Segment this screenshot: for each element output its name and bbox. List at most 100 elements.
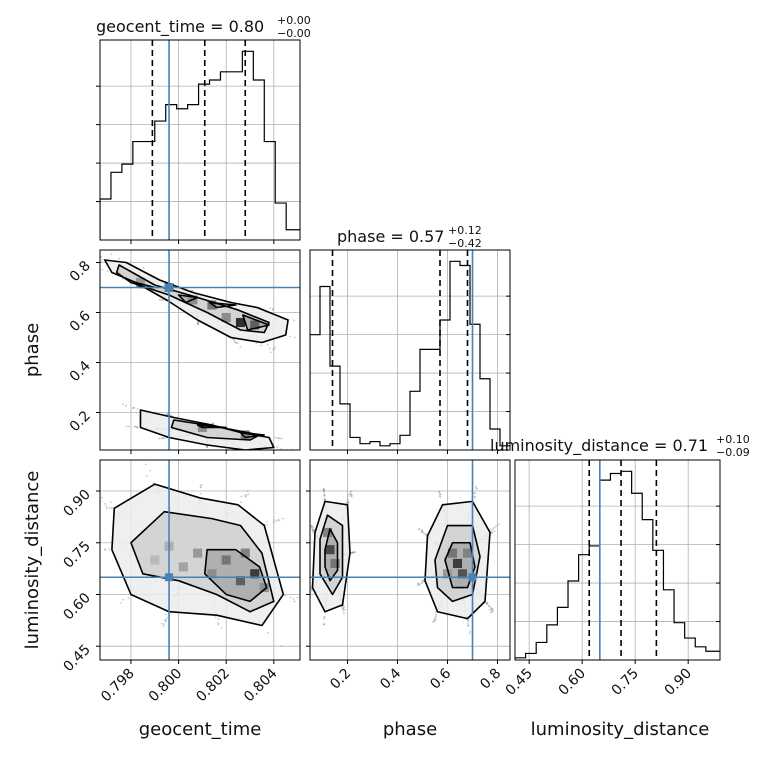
panel-phase-vs-luminosity-distance-sample-0-158 — [323, 618, 325, 620]
hist-phase-bin-3 — [340, 404, 350, 450]
panel-geocent-time-vs-luminosity-distance-sample-0-43 — [199, 493, 202, 495]
panel-geocent-time-vs-phase-contour-inner-5 — [239, 431, 266, 439]
panel-phase-vs-luminosity-distance-sample-0-213 — [349, 490, 352, 493]
panel-geocent-time-vs-phase-truth-marker — [165, 283, 174, 292]
hist-luminosity-distance-bin-8 — [600, 480, 611, 660]
hist-phase-bin-8 — [390, 444, 400, 450]
hist-geocent-time-bin-1 — [111, 172, 122, 240]
panel-geocent-time-vs-luminosity-distance-sample-0-238 — [293, 600, 296, 603]
panel-geocent-time-vs-luminosity-distance-sample-0-178 — [96, 547, 98, 549]
panel-geocent-time-vs-luminosity-distance-border — [99, 459, 301, 661]
panel-geocent-time-vs-phase-sample-1-182 — [246, 451, 248, 453]
hist-phase — [309, 249, 511, 454]
panel-geocent-time-vs-luminosity-distance-sample-0-118 — [93, 499, 95, 501]
panel-phase-vs-luminosity-distance-sample-1-237 — [489, 606, 492, 609]
panel-geocent-time-vs-luminosity-distance-sample-0-156 — [280, 644, 283, 647]
panel-geocent-time-vs-luminosity-distance-density-cell-4 — [193, 548, 203, 558]
panel-phase-vs-luminosity-distance-sample-1-248 — [435, 611, 437, 614]
hist-luminosity-distance: 0.45 0.60 0.75 0.90 — [503, 459, 721, 699]
panel-phase-vs-luminosity-distance-sample-1-184 — [420, 529, 423, 532]
panel-geocent-time-vs-phase-sample-0-58 — [160, 298, 162, 301]
panel-phase-vs-luminosity-distance-sample-1-239 — [439, 493, 442, 496]
panel-geocent-time-vs-luminosity-distance-sample-0-241 — [103, 548, 106, 551]
panel-geocent-time-vs-phase-sample-1-75 — [247, 452, 249, 454]
hist-luminosity-distance-bin-17 — [695, 647, 706, 660]
panel-phase-vs-luminosity-distance-sample-1-230 — [422, 579, 425, 582]
panel-geocent-time-vs-luminosity-distance-sample-0-21 — [110, 506, 113, 509]
hist-geocent-time-bin-13 — [242, 51, 253, 240]
panel-geocent-time-vs-phase-density-cell-1 — [221, 312, 231, 323]
hist-phase-step — [310, 260, 510, 450]
panel-geocent-time-vs-luminosity-distance-sample-0-142 — [247, 493, 250, 496]
title-geocent-time-minus: −0.00 — [277, 27, 311, 40]
title-phase-plus: +0.12 — [448, 224, 482, 237]
panel-phase-vs-luminosity-distance-sample-1-83 — [416, 582, 419, 585]
panel-geocent-time-vs-luminosity-distance-xtick-label-1: 0.800 — [146, 666, 186, 706]
x-axis-label-luminosity-distance: luminosity_distance — [531, 719, 710, 740]
panel-phase-vs-luminosity-distance-sample-0-216 — [323, 616, 326, 619]
hist-luminosity-distance-bin-9 — [610, 474, 621, 660]
panel-phase-vs-luminosity-distance-xtick-label-2: 0.6 — [427, 665, 454, 692]
panel-geocent-time-vs-phase-border — [99, 249, 301, 451]
panel-phase-vs-luminosity-distance-sample-0-249 — [310, 525, 313, 527]
panel-phase-vs-luminosity-distance-sample-1-219 — [421, 581, 424, 584]
hist-phase-border — [309, 249, 511, 451]
panel-geocent-time-vs-phase-sample-0-254 — [101, 259, 104, 261]
panel-geocent-time-vs-luminosity-distance-sample-0-222 — [104, 502, 106, 505]
panel-geocent-time-vs-phase-content — [89, 250, 300, 454]
panel-phase-vs-luminosity-distance-sample-0-256 — [352, 551, 355, 554]
panel-phase-vs-luminosity-distance-sample-0-148 — [342, 609, 345, 612]
hist-luminosity-distance-bin-11 — [632, 493, 643, 660]
panel-geocent-time-vs-luminosity-distance-xtick-label-0: 0.798 — [98, 666, 138, 706]
panel-phase-vs-luminosity-distance-sample-0-169 — [322, 488, 325, 491]
panel-geocent-time-vs-phase-sample-0-67 — [289, 335, 291, 338]
panel-phase-vs-luminosity-distance-sample-1-235 — [466, 622, 469, 625]
panel-geocent-time-vs-phase-ytick-label-2: 0.6 — [67, 308, 94, 335]
hist-geocent-time-bin-5 — [155, 121, 166, 240]
hist-phase-bin-4 — [350, 437, 360, 450]
panel-geocent-time-vs-luminosity-distance-sample-0-52 — [145, 474, 148, 477]
panel-geocent-time-vs-luminosity-distance-sample-0-88 — [199, 486, 202, 489]
panel-geocent-time-vs-luminosity-distance-sample-0-231 — [164, 619, 167, 621]
panel-geocent-time-vs-luminosity-distance-sample-0-183 — [144, 463, 147, 466]
panel-geocent-time-vs-luminosity-distance-sample-0-124 — [165, 613, 167, 616]
panel-phase-vs-luminosity-distance-density-cell-4 — [457, 569, 468, 579]
panel-phase-vs-luminosity-distance-xtick-label-1: 0.4 — [377, 665, 404, 692]
panel-phase-vs-luminosity-distance-sample-0-250 — [324, 498, 326, 500]
panel-phase-vs-luminosity-distance: 0.2 0.4 0.6 0.8 — [306, 459, 511, 693]
panel-geocent-time-vs-phase-sample-0-179 — [233, 340, 236, 343]
hist-luminosity-distance-content — [515, 460, 720, 660]
panel-geocent-time-vs-luminosity-distance-density-cell-7 — [240, 548, 250, 558]
panel-phase-vs-luminosity-distance-sample-0-246 — [311, 529, 314, 532]
hist-luminosity-distance-bin-13 — [653, 550, 664, 660]
panel-geocent-time-vs-luminosity-distance: 0.798 0.800 0.802 0.804 0.45 0.60 0.75 0.90 — [60, 459, 301, 706]
hist-luminosity-distance-bin-5 — [568, 581, 579, 660]
hist-phase-bin-10 — [410, 391, 420, 450]
panel-geocent-time-vs-phase-sample-0-229 — [89, 254, 91, 256]
panel-geocent-time-vs-luminosity-distance-sample-0-207 — [95, 547, 97, 549]
panel-geocent-time-vs-luminosity-distance-density-cell-5 — [178, 562, 188, 572]
panel-geocent-time-vs-phase-sample-1-175 — [163, 437, 166, 440]
panel-geocent-time-vs-luminosity-distance-sample-0-167 — [266, 524, 269, 527]
panel-geocent-time-vs-phase-sample-0-171 — [293, 336, 296, 339]
title-geocent-time-main: geocent_time = 0.80 — [96, 17, 264, 37]
panel-phase-vs-luminosity-distance-sample-1-241 — [490, 532, 493, 535]
panel-phase-vs-luminosity-distance-sample-0-160 — [342, 608, 344, 610]
panel-phase-vs-luminosity-distance-density-cell-5 — [447, 548, 458, 558]
hist-luminosity-distance-bin-6 — [579, 555, 590, 660]
panel-geocent-time-vs-luminosity-distance-density-cell-3 — [207, 569, 217, 579]
panel-geocent-time-vs-luminosity-distance-sample-0-10 — [120, 602, 122, 604]
panel-geocent-time-vs-luminosity-distance-sample-0-248 — [149, 469, 152, 472]
panel-geocent-time-vs-phase-sample-0-50 — [158, 298, 161, 301]
panel-phase-vs-luminosity-distance-sample-1-109 — [495, 524, 498, 527]
panel-geocent-time-vs-luminosity-distance-sample-0-133 — [94, 548, 96, 550]
panel-phase-vs-luminosity-distance-sample-1-29 — [435, 613, 438, 616]
panel-phase-vs-luminosity-distance-sample-1-100 — [491, 529, 494, 532]
panel-geocent-time-vs-phase-sample-0-165 — [260, 344, 262, 347]
panel-geocent-time-vs-phase-ytick-label-1: 0.4 — [67, 358, 94, 385]
panel-geocent-time-vs-phase-sample-1-65 — [122, 403, 125, 406]
hist-geocent-time-bin-12 — [231, 72, 242, 240]
panel-geocent-time-vs-luminosity-distance-sample-0-59 — [214, 616, 217, 618]
panel-geocent-time-vs-phase-fill-middle-1 — [171, 420, 260, 440]
panel-geocent-time-vs-phase-sample-1-228 — [206, 445, 209, 448]
